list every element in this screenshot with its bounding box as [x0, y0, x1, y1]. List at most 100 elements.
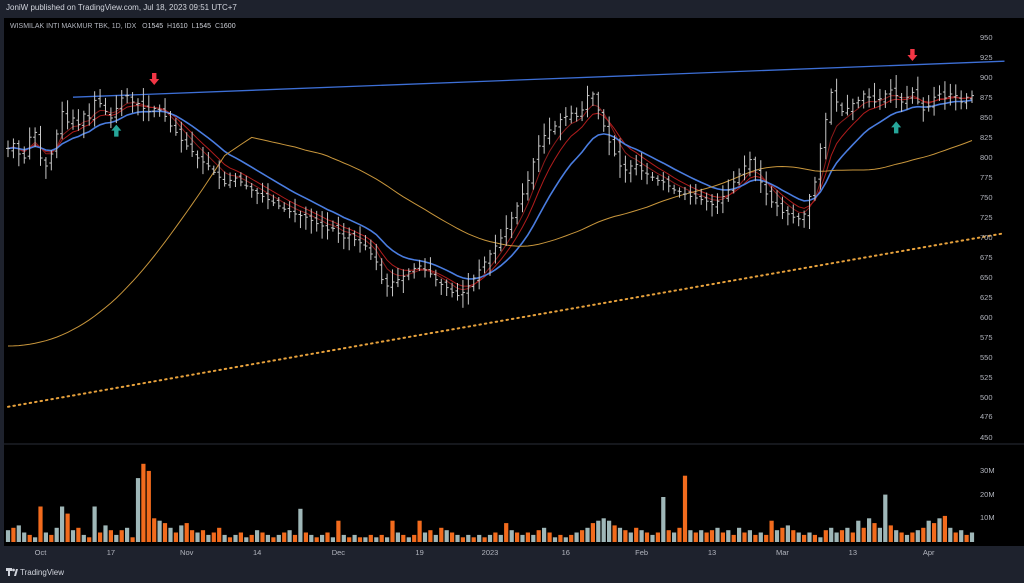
- volume-bar: [271, 537, 276, 542]
- volume-bar: [487, 534, 493, 542]
- volume-bar: [969, 532, 975, 542]
- high-label: H: [167, 23, 173, 30]
- publisher-text: JoniW published on TradingView.com, Jul …: [6, 3, 237, 12]
- volume-bar: [682, 475, 688, 542]
- volume-bar: [173, 532, 178, 542]
- volume-bar: [877, 527, 882, 542]
- volume-bar: [791, 530, 796, 542]
- volume-bar: [867, 518, 872, 542]
- volume-tick-label: 10M: [980, 513, 995, 523]
- volume-bar: [320, 534, 325, 542]
- open-label: O: [142, 23, 148, 30]
- volume-bar: [385, 537, 390, 542]
- volume-bar: [179, 525, 184, 542]
- support-trendline: [7, 232, 1006, 408]
- price-tick-label: 450: [980, 433, 993, 442]
- volume-bar: [70, 530, 76, 542]
- buy-signal-arrow-icon: [891, 121, 902, 134]
- volume-bar: [634, 527, 639, 542]
- volume-bar: [964, 534, 969, 542]
- volume-bar: [774, 530, 780, 542]
- volume-bar: [76, 527, 81, 542]
- time-tick-label: Feb: [635, 548, 649, 557]
- volume-bar: [926, 520, 931, 542]
- volume-bar: [422, 532, 428, 542]
- price-axis[interactable]: [976, 18, 1024, 546]
- volume-bar: [569, 534, 574, 542]
- volume-bar: [899, 532, 904, 542]
- volume-bar: [379, 534, 384, 542]
- price-tick-label: 800: [980, 153, 993, 162]
- time-tick-label: Apr: [922, 548, 935, 557]
- volume-bar: [162, 523, 168, 542]
- buy-signal-arrow-icon: [111, 124, 122, 137]
- volume-bar: [135, 478, 141, 542]
- plot-area[interactable]: [4, 18, 976, 546]
- volume-bar: [298, 508, 303, 542]
- volume-bar: [130, 537, 135, 542]
- tradingview-logo-icon: [6, 568, 18, 576]
- volume-bar: [309, 534, 314, 542]
- volume-bar: [623, 530, 628, 542]
- symbol-name: WISMILAK INTI MAKMUR TBK, 1D, IDX: [10, 23, 137, 30]
- volume-bar: [395, 532, 400, 542]
- volume-bar: [525, 532, 530, 542]
- volume-bar: [639, 530, 644, 542]
- price-tick-label: 675: [980, 253, 993, 262]
- volume-bar: [450, 532, 455, 542]
- volume-bar: [352, 534, 357, 542]
- close-value: 1600: [220, 23, 236, 30]
- time-tick-label: 13: [848, 548, 858, 557]
- volume-bar: [834, 532, 839, 542]
- volume-bar: [471, 537, 476, 542]
- volume-bar: [699, 530, 704, 542]
- volume-bar: [644, 532, 650, 542]
- volume-bar: [374, 537, 379, 542]
- price-tick-label: 575: [980, 333, 993, 342]
- volume-bar: [103, 525, 108, 542]
- time-tick-label: 2023: [481, 548, 499, 557]
- price-tick-label: 625: [980, 293, 993, 302]
- time-tick-label: 19: [415, 548, 424, 557]
- volume-bar: [114, 534, 119, 542]
- volume-bar: [861, 527, 866, 542]
- volume-bar: [157, 520, 162, 542]
- volume-bar: [921, 527, 926, 542]
- volume-bar: [16, 525, 21, 542]
- volume-bar: [49, 534, 54, 542]
- time-tick-label: Mar: [775, 548, 789, 557]
- price-tick-label: 700: [980, 233, 993, 242]
- ema-slow-line: [7, 136, 973, 347]
- volume-bar: [195, 532, 200, 542]
- time-tick-label: 17: [106, 548, 116, 557]
- volume-bar: [688, 530, 693, 542]
- volume-bar: [580, 530, 585, 542]
- volume-bar: [217, 527, 222, 542]
- volume-bar: [937, 518, 942, 542]
- volume-bar: [959, 530, 964, 542]
- volume-bar: [368, 534, 373, 542]
- volume-bar: [406, 537, 411, 542]
- close-label: C: [214, 23, 221, 30]
- volume-bar: [872, 523, 877, 542]
- volume-bar: [812, 534, 817, 542]
- volume-bar: [655, 532, 660, 542]
- volume-bar: [829, 527, 834, 542]
- volume-bar: [932, 523, 937, 542]
- volume-bar: [98, 532, 103, 542]
- volume-bar: [552, 537, 558, 542]
- volume-bar: [747, 530, 752, 542]
- volume-bar: [531, 534, 536, 542]
- price-tick-label: 600: [980, 313, 993, 322]
- volume-bar: [303, 532, 308, 542]
- price-tick-label: 950: [980, 33, 993, 42]
- volume-bar: [292, 534, 298, 542]
- volume-bar: [845, 527, 850, 542]
- volume-bar: [661, 497, 666, 542]
- price-tick-label: 650: [980, 273, 993, 282]
- symbol-legend: WISMILAK INTI MAKMUR TBK, 1D, IDX O1545 …: [10, 23, 236, 30]
- volume-bar: [720, 532, 725, 542]
- volume-bar: [802, 534, 807, 542]
- time-tick-label: Dec: [331, 548, 346, 557]
